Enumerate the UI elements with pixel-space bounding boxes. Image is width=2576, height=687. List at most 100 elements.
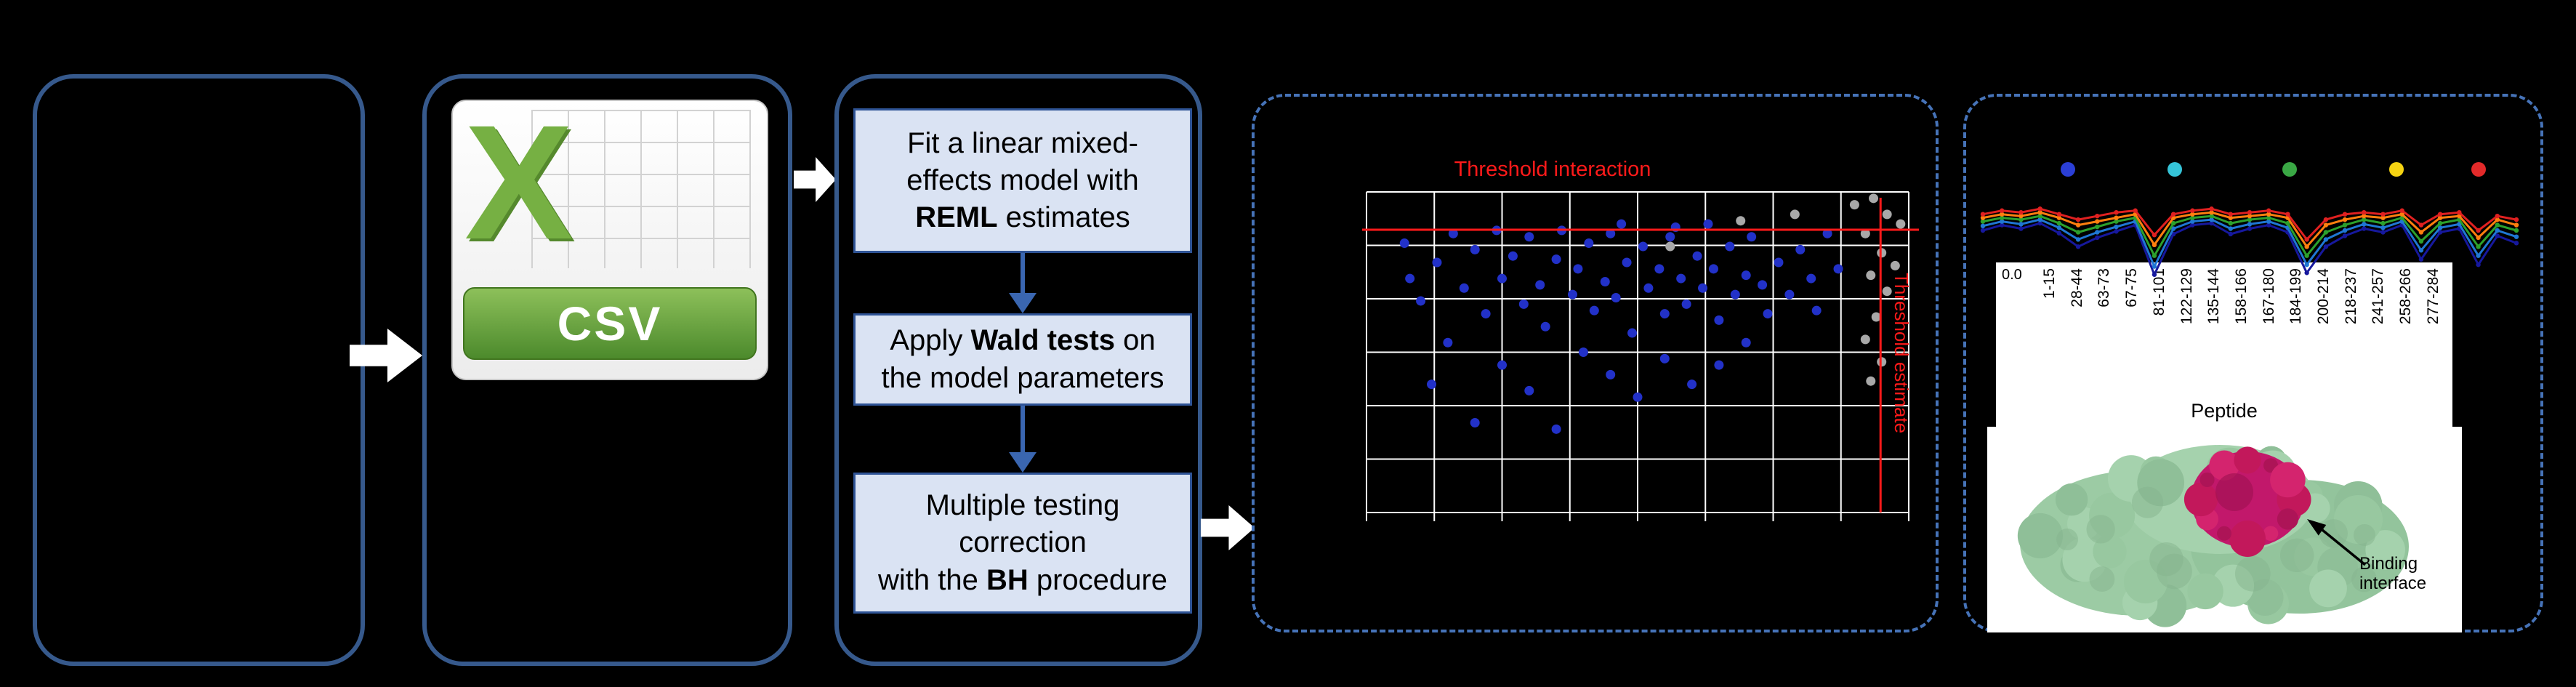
profile-point (2095, 235, 2100, 241)
data-point-significant (1578, 347, 1588, 357)
step-text: the model parameters (881, 361, 1164, 394)
profile-point (2342, 222, 2348, 228)
data-point-significant (1611, 293, 1621, 303)
data-point-significant (1399, 238, 1409, 249)
panel-statistical-steps: Fit a linear mixed-effects model with REM… (834, 74, 1202, 666)
profile-point (2170, 226, 2176, 231)
profile-point (2056, 225, 2062, 230)
data-point-significant (1470, 418, 1480, 428)
legend-dot (2388, 162, 2404, 177)
data-point-significant (1551, 254, 1561, 265)
binding-interface-label: Binding interface (2359, 554, 2427, 593)
profile-point (2513, 234, 2519, 239)
profile-point (2114, 219, 2119, 224)
annotation-arrow-line (2321, 529, 2367, 566)
threshold-estimate-label: Threshold estimate (1891, 273, 1912, 434)
data-point-significant (1427, 379, 1437, 390)
protein-surface-shade (2319, 519, 2348, 548)
profile-point (2323, 222, 2329, 228)
profile-point (2209, 210, 2214, 215)
profile-point (2418, 238, 2424, 244)
profile-point (2513, 228, 2519, 233)
data-point-significant (1643, 283, 1654, 293)
profile-point (1980, 215, 1986, 220)
profile-point (2437, 215, 2443, 220)
csv-banner: CSV (463, 287, 757, 360)
profile-point (2266, 212, 2271, 217)
data-point-significant (1708, 264, 1718, 274)
data-point-nonsignificant (1860, 334, 1870, 345)
step-line: correction (856, 524, 1190, 561)
profile-point (2018, 217, 2024, 222)
arrow-head (1009, 452, 1037, 473)
step-text: with the (878, 563, 986, 596)
data-point-significant (1638, 241, 1648, 252)
step-text: procedure (1028, 563, 1167, 596)
data-point-significant (1795, 244, 1806, 254)
data-point-significant (1497, 273, 1507, 284)
profile-point (2418, 248, 2424, 253)
data-point-significant (1606, 228, 1616, 238)
data-point-significant (1535, 280, 1545, 290)
protein-structure-box: Binding interface (1987, 427, 2462, 632)
peptide-tick-label: 200-214 (2315, 268, 2333, 325)
binding-interface-bump (2209, 450, 2239, 481)
peptide-tick-label: 122-129 (2178, 268, 2195, 325)
protein-surface-shade (2351, 566, 2377, 592)
legend-dot (2060, 162, 2075, 177)
profile-point (2476, 253, 2481, 258)
data-point-significant (1692, 251, 1702, 261)
profile-point (2247, 226, 2253, 231)
profile-point (2247, 210, 2253, 215)
profile-point (2418, 222, 2424, 228)
data-point-significant (1741, 337, 1751, 347)
profile-point (2513, 217, 2519, 222)
data-point-nonsignificant (1866, 376, 1876, 386)
series-legend-dots (1983, 161, 2516, 180)
peptide-tick-label: 277-284 (2424, 268, 2442, 325)
profile-point (2056, 215, 2062, 220)
data-point-nonsignificant (1849, 200, 1859, 210)
profile-point (2095, 213, 2100, 219)
step-text: estimates (997, 201, 1130, 234)
profile-point (2285, 212, 2290, 217)
step-line: Apply Wald tests on (856, 322, 1190, 359)
legend-dot (2168, 162, 2183, 177)
profile-point (2228, 220, 2233, 226)
data-point-significant (1833, 264, 1843, 274)
profile-point (2056, 220, 2062, 226)
protein-surface-shade (2157, 553, 2192, 590)
profile-point (2304, 270, 2309, 276)
data-point-significant (1714, 315, 1724, 325)
annotation-arrow-head (2307, 519, 2327, 536)
profile-point (2190, 219, 2195, 224)
profile-point (2075, 237, 2081, 242)
binding-interface-bump (2270, 462, 2306, 498)
data-point-significant (1540, 321, 1550, 332)
profile-point (2437, 225, 2443, 230)
profile-point (2323, 230, 2329, 235)
peptide-tick-label: 167-180 (2260, 268, 2277, 325)
data-point-significant (1654, 264, 1665, 274)
profile-point (2228, 226, 2233, 231)
profile-point (2266, 215, 2271, 220)
legend-dot (2471, 162, 2486, 177)
profile-point (2437, 212, 2443, 217)
protein-surface-bump (2309, 569, 2347, 608)
data-point-significant (1497, 360, 1507, 370)
profile-point (2170, 212, 2176, 217)
data-point-nonsignificant (1790, 209, 1800, 220)
protein-surface-shade (2279, 538, 2314, 573)
profile-point (2018, 213, 2024, 219)
data-point-significant (1747, 232, 1757, 242)
profile-point (2075, 222, 2081, 228)
peptide-axis-label: Peptide (2191, 400, 2258, 422)
profile-point (2056, 212, 2062, 217)
profile-point (2304, 262, 2309, 268)
step-line: Fit a linear mixed- (856, 125, 1190, 162)
uptake-profile-chart (1980, 206, 2519, 277)
profile-point (2476, 244, 2481, 249)
peptide-tick-label: 241-257 (2370, 268, 2387, 325)
profile-point (2304, 237, 2309, 242)
peptide-tick-label: 258-266 (2397, 268, 2415, 325)
